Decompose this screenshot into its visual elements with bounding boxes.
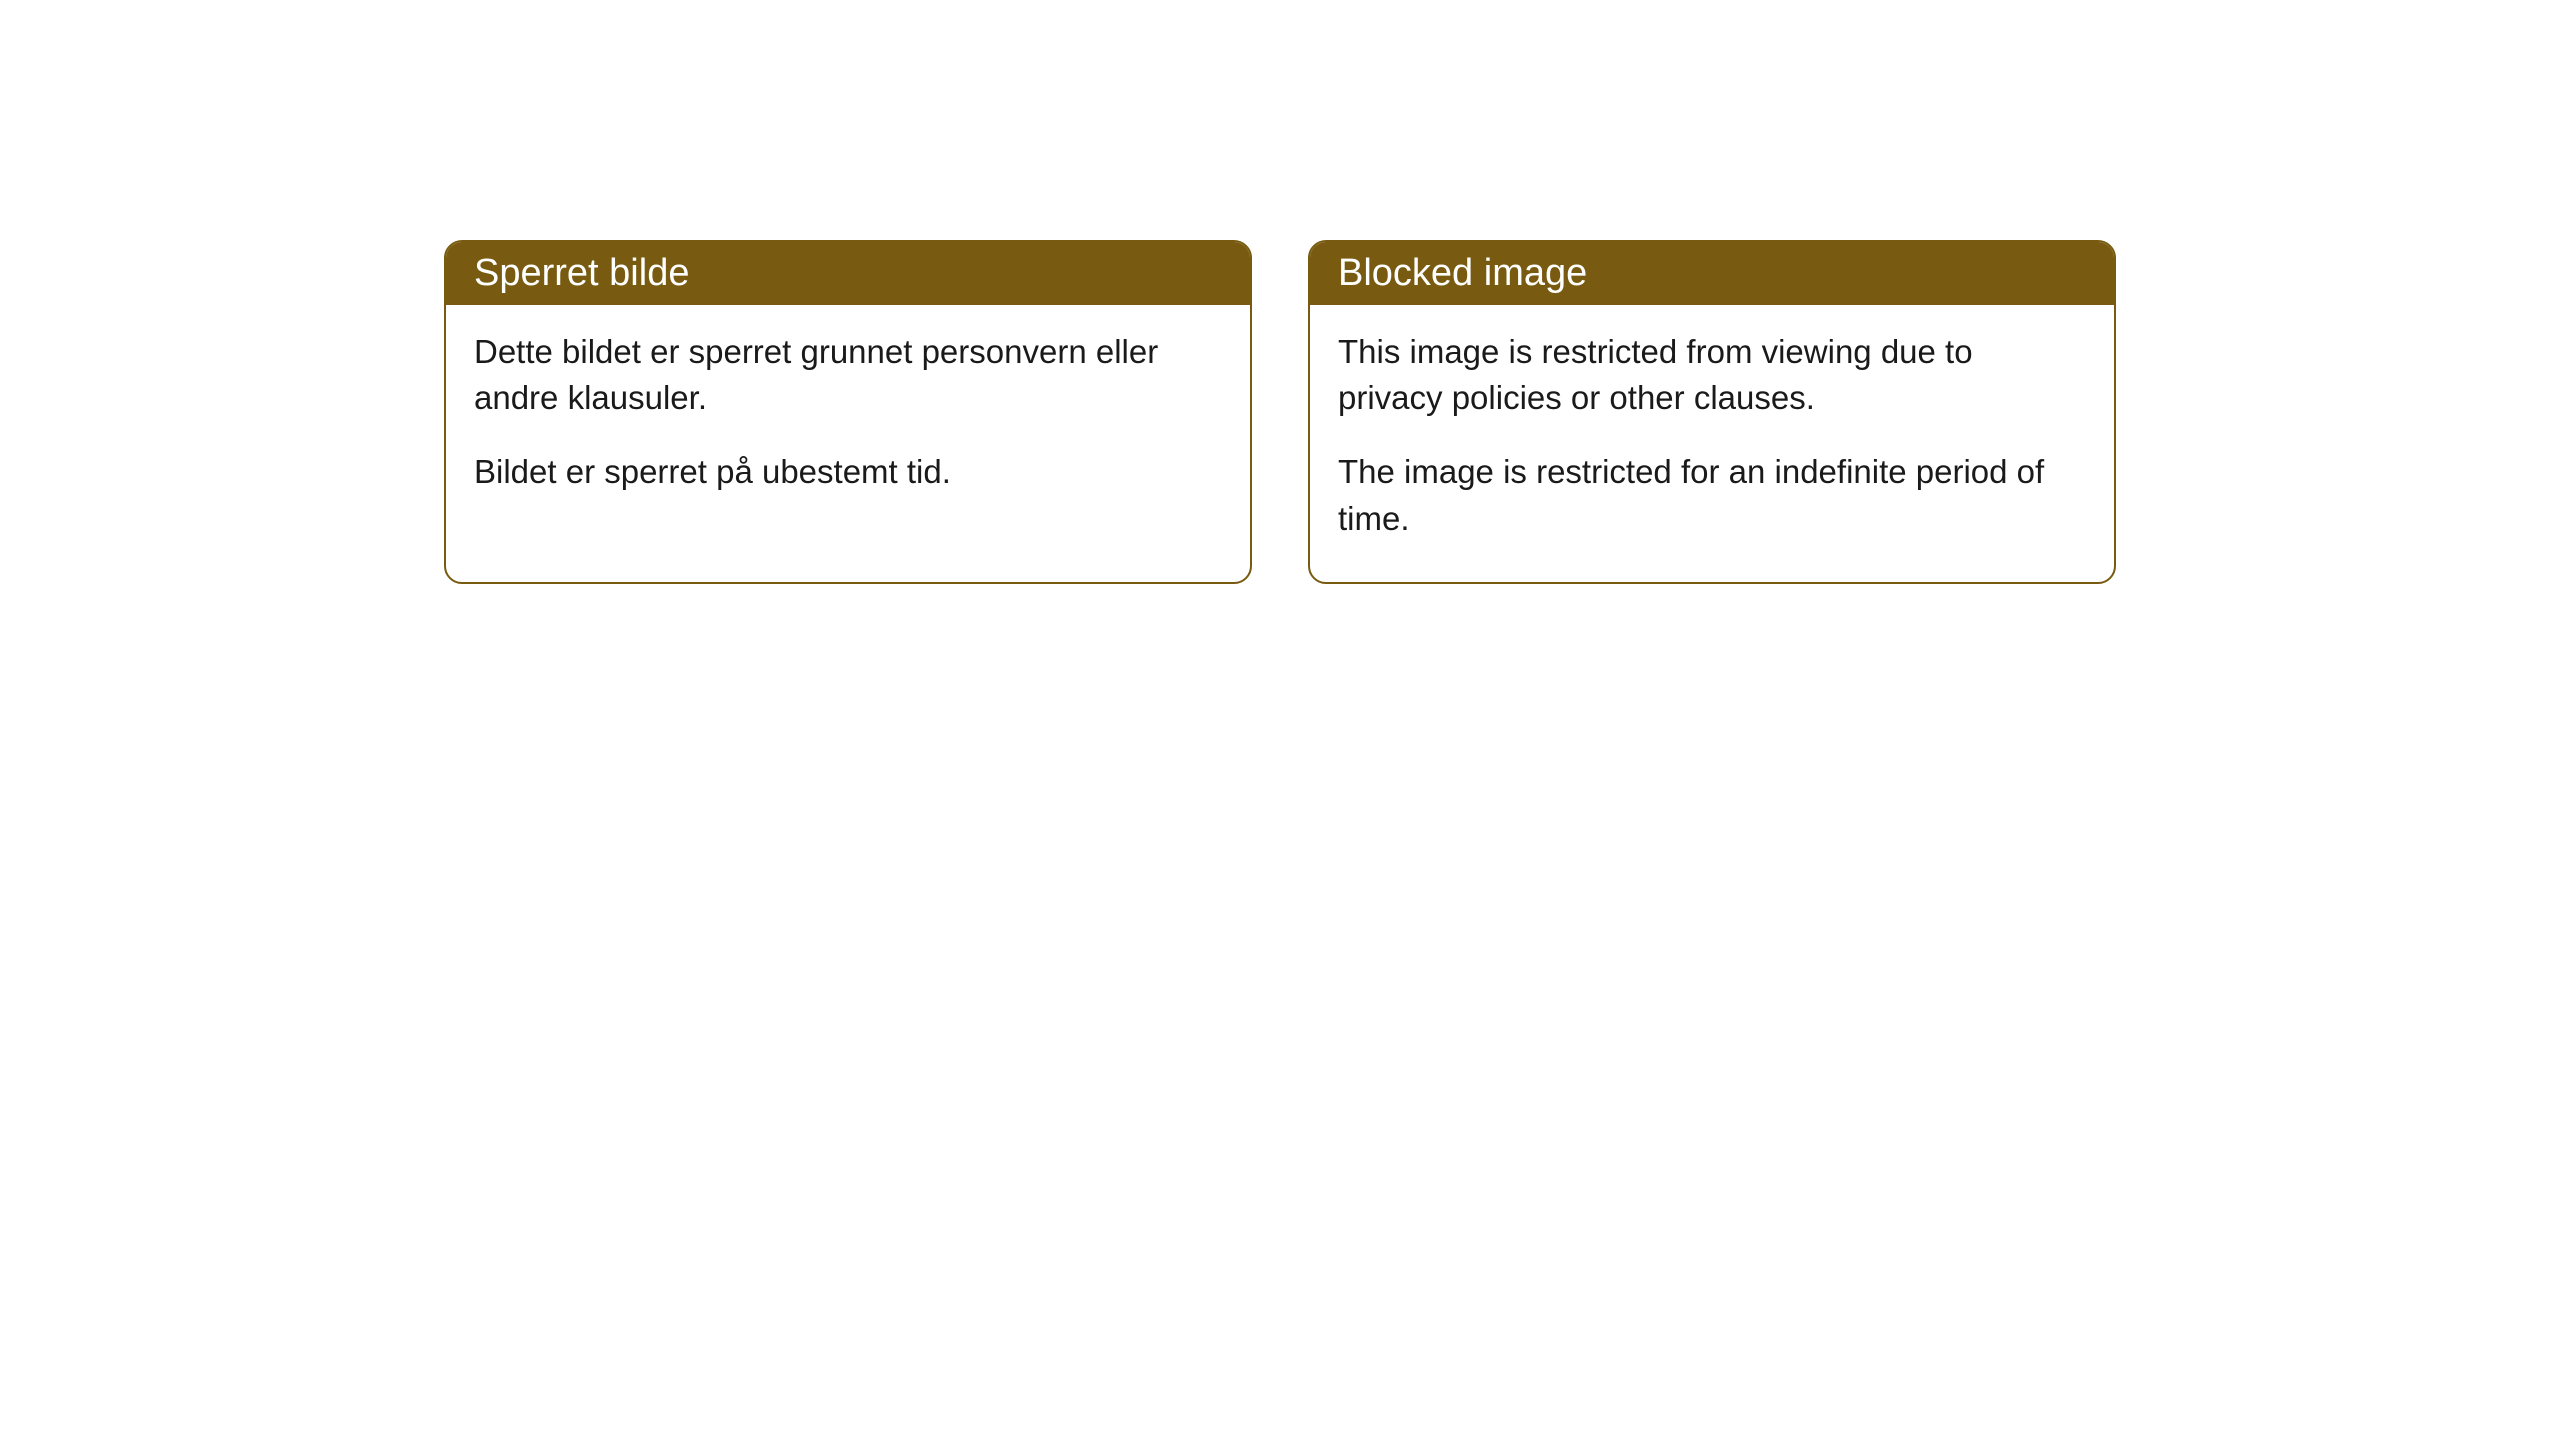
notice-card-english: Blocked image This image is restricted f… <box>1308 240 2116 584</box>
card-paragraph: This image is restricted from viewing du… <box>1338 329 2086 421</box>
notice-card-norwegian: Sperret bilde Dette bildet er sperret gr… <box>444 240 1252 584</box>
card-header-norwegian: Sperret bilde <box>446 242 1250 305</box>
card-title: Sperret bilde <box>474 252 689 294</box>
card-header-english: Blocked image <box>1310 242 2114 305</box>
card-paragraph: Dette bildet er sperret grunnet personve… <box>474 329 1222 421</box>
notice-cards-container: Sperret bilde Dette bildet er sperret gr… <box>444 240 2116 584</box>
card-title: Blocked image <box>1338 252 1587 294</box>
card-body-english: This image is restricted from viewing du… <box>1310 305 2114 582</box>
card-paragraph: Bildet er sperret på ubestemt tid. <box>474 449 1222 495</box>
card-body-norwegian: Dette bildet er sperret grunnet personve… <box>446 305 1250 536</box>
card-paragraph: The image is restricted for an indefinit… <box>1338 449 2086 541</box>
